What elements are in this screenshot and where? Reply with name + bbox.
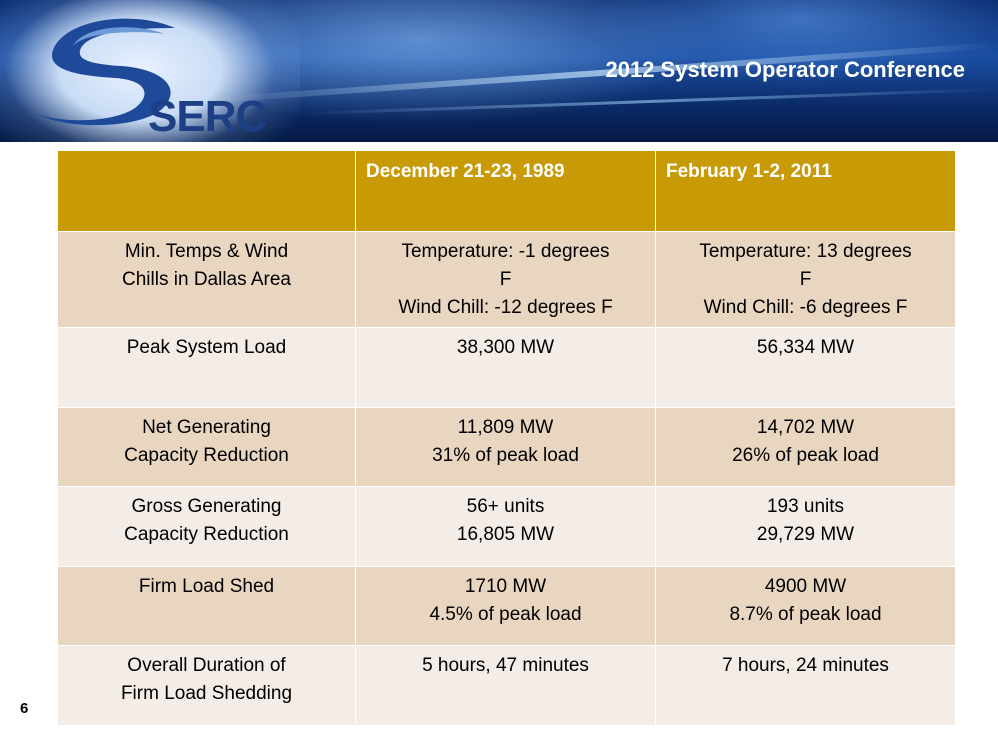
- cell-text-line: Temperature: -1 degrees: [401, 241, 610, 262]
- cell-text-line: 5 hours, 47 minutes: [422, 655, 589, 676]
- table-row: Firm Load Shed 1710 MW 4.5% of peak load 49…: [57, 566, 956, 646]
- table-row: Min. Temps & Wind Chills in Dallas Area Te…: [57, 231, 956, 328]
- cell-text-line: 1710 MW: [464, 576, 547, 597]
- cell-text-line: Peak System Load: [126, 337, 287, 358]
- cell-text-line: 11,809 MW: [457, 417, 554, 438]
- table-row: Peak System Load 38,300 MW 56,334 MW: [57, 327, 956, 408]
- cell-text-line: F: [499, 269, 512, 290]
- row-label-cell: Overall Duration of Firm Load Shedding: [57, 645, 356, 726]
- table-cell: 56,334 MW: [655, 327, 956, 408]
- header-banner: SERC 2012 System Operator Conference: [0, 0, 998, 142]
- cell-text-line: 31% of peak load: [432, 445, 579, 466]
- cell-text-line: Capacity Reduction: [124, 445, 289, 466]
- cell-text-line: 14,702 MW: [756, 417, 855, 438]
- row-label-cell: Net Generating Capacity Reduction: [57, 407, 356, 487]
- cell-text-line: Net Generating: [142, 417, 271, 438]
- cell-text-line: Wind Chill: -12 degrees F: [398, 297, 613, 318]
- row-label-cell: Firm Load Shed: [57, 566, 356, 646]
- row-label-cell: Peak System Load: [57, 327, 356, 408]
- table-cell: Temperature: -1 degrees F Wind Chill: -12 …: [355, 231, 656, 328]
- table-row: Gross Generating Capacity Reduction 56+ un…: [57, 486, 956, 567]
- conference-title: 2012 System Operator Conference: [605, 57, 966, 82]
- table-row: Net Generating Capacity Reduction 11,809 M…: [57, 407, 956, 487]
- logo-text: SERC: [148, 92, 267, 141]
- page-number: 6: [20, 700, 29, 717]
- header-cell-1989: December 21-23, 1989: [355, 150, 656, 232]
- cell-text-line: 193 units: [766, 496, 845, 517]
- table-cell: 5 hours, 47 minutes: [355, 645, 656, 726]
- table-header-row: December 21-23, 1989 February 1-2, 2011: [57, 150, 956, 232]
- cell-text-line: Gross Generating: [131, 496, 282, 517]
- table-cell: 14,702 MW 26% of peak load: [655, 407, 956, 487]
- row-label-cell: Gross Generating Capacity Reduction: [57, 486, 356, 567]
- cell-text-line: Chills in Dallas Area: [122, 269, 291, 290]
- table-cell: 11,809 MW 31% of peak load: [355, 407, 656, 487]
- table-cell: 56+ units 16,805 MW: [355, 486, 656, 567]
- cell-text-line: 4900 MW: [764, 576, 847, 597]
- cell-text-line: Capacity Reduction: [124, 524, 289, 545]
- cell-text-line: 7 hours, 24 minutes: [722, 655, 889, 676]
- table-cell: Temperature: 13 degrees F Wind Chill: -6 d…: [655, 231, 956, 328]
- logo-area: SERC: [0, 0, 300, 142]
- row-label-cell: Min. Temps & Wind Chills in Dallas Area: [57, 231, 356, 328]
- table-cell: 38,300 MW: [355, 327, 656, 408]
- cell-text-line: Firm Load Shed: [138, 576, 275, 597]
- comparison-table: December 21-23, 1989 February 1-2, 2011 …: [57, 150, 956, 726]
- cell-text-line: 56,334 MW: [756, 337, 855, 358]
- cell-text-line: 4.5% of peak load: [429, 604, 582, 625]
- table-cell: 1710 MW 4.5% of peak load: [355, 566, 656, 646]
- cell-text-line: 56+ units: [466, 496, 545, 517]
- cell-text-line: Wind Chill: -6 degrees F: [703, 297, 908, 318]
- table-cell: 193 units 29,729 MW: [655, 486, 956, 567]
- banner-light-streak: [300, 87, 998, 116]
- table-cell: 4900 MW 8.7% of peak load: [655, 566, 956, 646]
- table-row: Overall Duration of Firm Load Shedding 5 h…: [57, 645, 956, 726]
- cell-text-line: 16,805 MW: [456, 524, 555, 545]
- header-cell-empty: [57, 150, 356, 232]
- cell-text-line: 8.7% of peak load: [729, 604, 882, 625]
- cell-text-line: Overall Duration of: [127, 655, 286, 676]
- cell-text-line: Temperature: 13 degrees: [699, 241, 912, 262]
- serc-logo-swoosh-icon: [37, 18, 175, 126]
- cell-text-line: Firm Load Shedding: [120, 683, 293, 704]
- cell-text-line: Min. Temps & Wind: [124, 241, 289, 262]
- cell-text-line: F: [799, 269, 812, 290]
- table-cell: 7 hours, 24 minutes: [655, 645, 956, 726]
- cell-text-line: 29,729 MW: [756, 524, 855, 545]
- cell-text-line: 26% of peak load: [732, 445, 879, 466]
- header-cell-2011: February 1-2, 2011: [655, 150, 956, 232]
- cell-text-line: 38,300 MW: [456, 337, 555, 358]
